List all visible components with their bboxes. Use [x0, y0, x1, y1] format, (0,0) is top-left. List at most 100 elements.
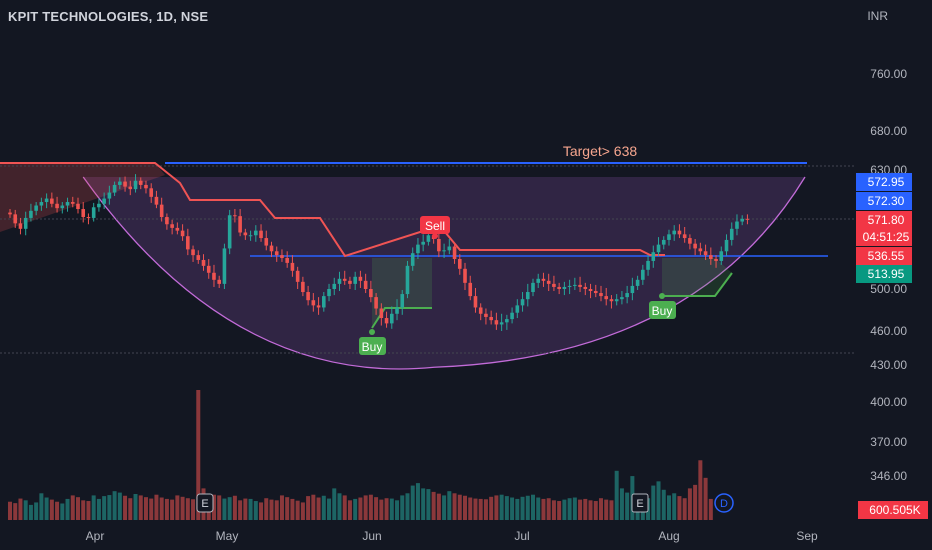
- volume-bar: [656, 481, 661, 520]
- dividend-badge: [714, 493, 734, 513]
- volume-bar: [232, 495, 237, 520]
- candle-body: [614, 299, 619, 302]
- volume-bar: [625, 492, 630, 520]
- candle-body: [91, 207, 96, 218]
- volume-bar: [442, 495, 447, 520]
- volume-bar: [39, 493, 44, 520]
- candle-body: [280, 255, 284, 259]
- candle-body: [452, 246, 457, 259]
- candle-body: [259, 230, 263, 239]
- volume-bar: [164, 498, 169, 520]
- candle-body: [196, 255, 201, 260]
- candle-body: [400, 294, 405, 308]
- candles-group: [8, 174, 750, 331]
- badge-letter: D: [720, 498, 728, 510]
- candle-body: [510, 312, 514, 320]
- volume-bar: [708, 498, 713, 520]
- volume-bar: [531, 494, 535, 520]
- volume-bar: [253, 501, 258, 520]
- volume-bar: [13, 503, 18, 520]
- candle-body: [588, 289, 593, 292]
- candle-body: [301, 281, 305, 293]
- volume-bar: [259, 502, 264, 520]
- price-tag-value: 536.55: [868, 249, 905, 263]
- price-tag-box: [858, 501, 928, 519]
- volume-bar: [149, 498, 154, 520]
- candle-body: [395, 307, 399, 314]
- volume-bar: [619, 488, 624, 520]
- volume-bar: [65, 498, 70, 520]
- candle-body: [217, 279, 221, 284]
- volume-bar: [415, 483, 420, 520]
- volume-bar: [541, 498, 546, 520]
- candle-body: [604, 296, 609, 300]
- earnings-badge: [196, 493, 214, 513]
- candle-body: [212, 272, 216, 280]
- buy-dot: [659, 293, 665, 299]
- candle-body: [327, 289, 331, 297]
- candle-body: [646, 260, 650, 270]
- volume-bar: [107, 495, 112, 520]
- earnings-badge: [631, 493, 649, 513]
- candle-body: [656, 244, 661, 253]
- volume-bar: [468, 497, 473, 520]
- candle-body: [18, 223, 23, 229]
- volume-bar: [525, 495, 530, 520]
- volume-bar: [693, 484, 698, 520]
- volume-bar: [463, 495, 468, 520]
- candle-body: [290, 262, 295, 271]
- badge-letter: E: [201, 498, 208, 510]
- candle-body: [107, 192, 112, 199]
- candle-body: [374, 297, 378, 309]
- x-tick-label: Jun: [362, 529, 381, 543]
- volume-bar: [426, 489, 431, 520]
- candle-body: [348, 280, 352, 284]
- candle-body: [599, 293, 603, 297]
- trailing-stop-support-2: [662, 272, 733, 297]
- candle-body: [740, 218, 744, 222]
- price-tag: 572.30: [856, 192, 912, 210]
- y-tick-label: 460.00: [870, 324, 907, 338]
- price-tag-value: 600.505K: [869, 503, 920, 517]
- volume-bar: [133, 494, 138, 520]
- volume-bar: [300, 502, 305, 520]
- candle-body: [29, 210, 33, 218]
- volume-bar: [389, 498, 394, 520]
- sell-badge: [420, 216, 450, 234]
- volume-bar: [421, 488, 426, 520]
- volume-bar: [316, 497, 321, 520]
- y-tick-label: 370.00: [870, 435, 907, 449]
- volume-bar: [159, 497, 164, 520]
- volume-bar: [536, 497, 541, 520]
- volume-bar: [457, 494, 462, 520]
- candle-body: [128, 186, 133, 190]
- candle-body: [567, 285, 572, 287]
- volume-bar: [91, 495, 96, 520]
- candle-body: [264, 238, 269, 246]
- volume-bar: [81, 500, 86, 520]
- volume-bar: [191, 499, 196, 520]
- candle-body: [102, 198, 106, 204]
- candle-body: [593, 291, 598, 294]
- volume-bar: [604, 499, 609, 520]
- volume-bar: [274, 500, 279, 520]
- volume-bar: [551, 500, 556, 520]
- candle-body: [499, 322, 504, 325]
- candle-body: [39, 202, 44, 206]
- candle-body: [337, 278, 342, 284]
- candle-body: [227, 215, 232, 249]
- price-tag: 536.55: [856, 247, 912, 265]
- volume-bar: [279, 495, 284, 520]
- volume-bar: [651, 485, 656, 520]
- candle-body: [719, 251, 724, 261]
- volume-bar: [55, 501, 60, 520]
- candle-body: [552, 283, 556, 287]
- sell-signal: Sell: [420, 216, 450, 239]
- volume-bar: [138, 495, 143, 520]
- price-tag-box: [856, 265, 912, 283]
- volume-bar: [70, 495, 75, 520]
- volume-bar: [410, 485, 415, 520]
- volume-bar: [598, 498, 603, 520]
- symbol-title[interactable]: KPIT TECHNOLOGIES, 1D, NSE: [8, 9, 209, 24]
